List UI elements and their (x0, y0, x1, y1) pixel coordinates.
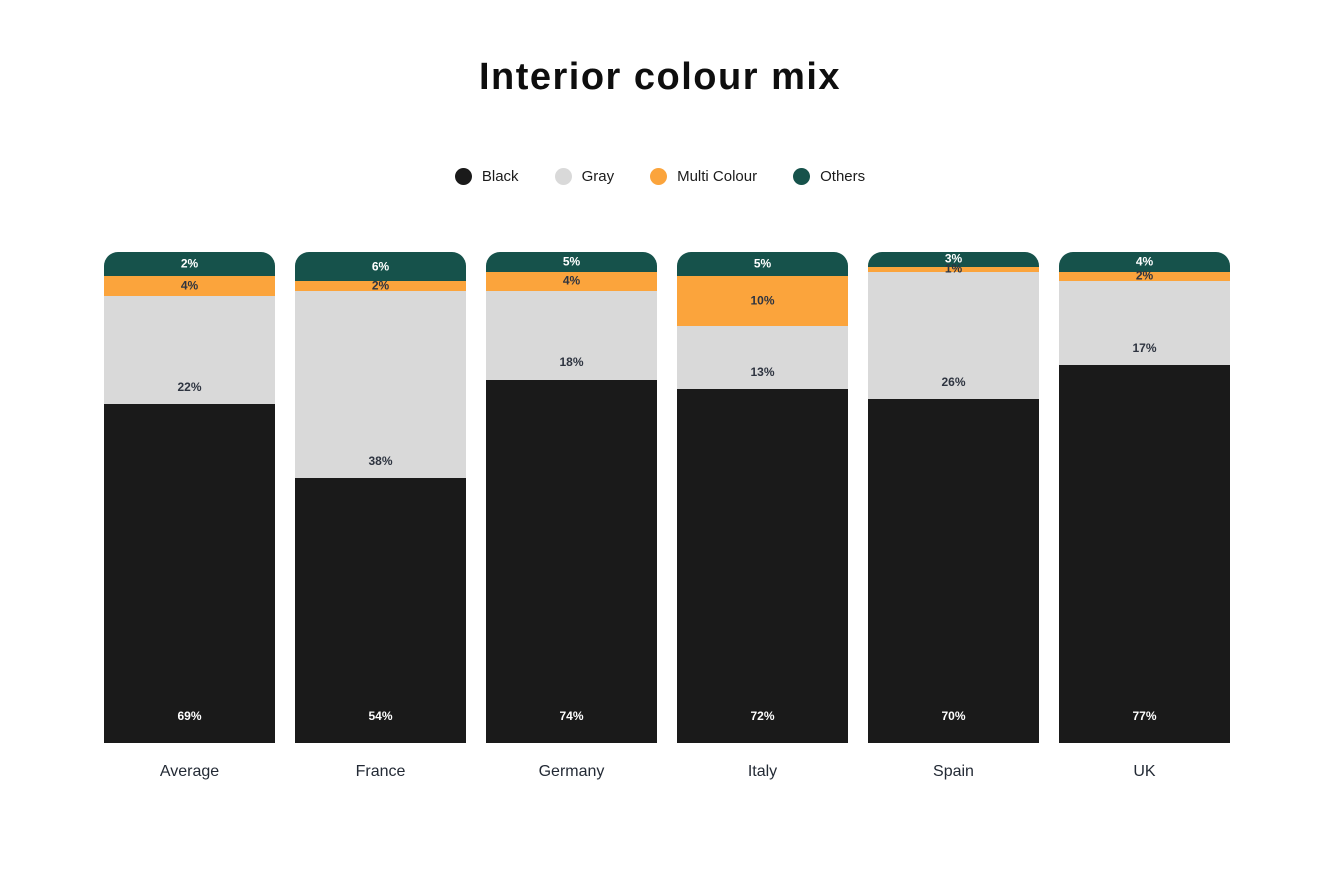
category-label-uk: UK (1133, 762, 1156, 780)
category-label-france: France (355, 762, 406, 780)
segment-gray-average: 22% (104, 296, 275, 405)
bar-italy: 5% 10% 13% 72% (677, 251, 848, 743)
segment-gray-germany: 18% (486, 291, 657, 380)
segment-value-label: 77% (1132, 708, 1157, 723)
segment-value-label: 5% (562, 254, 581, 269)
legend-label: Black (481, 167, 519, 185)
legend-swatch-icon (650, 167, 668, 185)
segment-value-label: 26% (941, 375, 966, 390)
bar-spain: 3% 1% 26% 70% (868, 251, 1039, 743)
bar-column-average: 2% 4% 22% 69% Average (104, 251, 275, 781)
segment-value-label: 69% (177, 708, 202, 723)
segment-value-label: 17% (1132, 340, 1157, 355)
segment-value-label: 5% (753, 256, 772, 271)
bar-france: 6% 2% 38% 54% (295, 251, 466, 743)
segment-others-uk: 4% (1059, 251, 1230, 272)
segment-black-italy: 72% (677, 389, 848, 743)
segment-gray-spain: 26% (868, 271, 1039, 400)
segment-gray-france: 38% (295, 291, 466, 478)
segment-value-label: 6% (371, 259, 390, 274)
segment-value-label: 2% (180, 256, 199, 271)
stacked-bar-chart: 2% 4% 22% 69% Average 6% 2% 38% 54% France 5% 4% 18%… (104, 251, 1230, 781)
segment-black-average: 69% (104, 404, 275, 743)
legend-item-others: Others (793, 167, 866, 185)
bar-germany: 5% 4% 18% 74% (486, 251, 657, 743)
category-label-germany: Germany (538, 762, 605, 780)
bar-column-italy: 5% 10% 13% 72% Italy (677, 251, 848, 781)
category-label-average: Average (159, 762, 220, 780)
segment-others-germany: 5% (486, 251, 657, 272)
segment-value-label: 38% (368, 453, 393, 468)
legend-label: Multi Colour (677, 167, 758, 185)
segment-value-label: 4% (562, 273, 581, 288)
segment-value-label: 72% (750, 708, 775, 723)
legend-item-black: Black (454, 167, 519, 185)
segment-value-label: 70% (941, 708, 966, 723)
segment-black-france: 54% (295, 477, 466, 743)
segment-multi-colour-uk: 2% (1059, 269, 1230, 283)
segment-multi-colour-average: 4% (104, 276, 275, 297)
segment-black-germany: 74% (486, 379, 657, 743)
segment-others-average: 2% (104, 251, 275, 277)
bar-column-france: 6% 2% 38% 54% France (295, 251, 466, 781)
segment-black-spain: 70% (868, 399, 1039, 743)
bar-uk: 4% 2% 17% 77% (1059, 251, 1230, 743)
legend-label: Gray (581, 167, 615, 185)
category-label-spain: Spain (933, 762, 974, 780)
bar-column-spain: 3% 1% 26% 70% Spain (868, 251, 1039, 781)
segment-multi-colour-germany: 4% (486, 271, 657, 292)
legend-item-gray: Gray (554, 167, 615, 185)
legend-swatch-icon (793, 167, 811, 185)
segment-others-italy: 5% (677, 251, 848, 277)
segment-black-uk: 77% (1059, 364, 1230, 743)
segment-multi-colour-france: 2% (295, 279, 466, 292)
segment-others-spain: 3% (868, 251, 1039, 267)
segment-others-france: 6% (295, 251, 466, 282)
legend-swatch-icon (454, 167, 472, 185)
legend-label: Others (820, 167, 866, 185)
segment-value-label: 10% (750, 293, 775, 308)
segment-gray-uk: 17% (1059, 281, 1230, 365)
legend-swatch-icon (554, 167, 572, 185)
segment-gray-italy: 13% (677, 325, 848, 390)
segment-value-label: 3% (944, 251, 963, 266)
bar-column-uk: 4% 2% 17% 77% UK (1059, 251, 1230, 781)
segment-value-label: 18% (559, 355, 584, 370)
bar-average: 2% 4% 22% 69% (104, 251, 275, 743)
segment-multi-colour-italy: 10% (677, 276, 848, 326)
legend-item-multi-colour: Multi Colour (650, 167, 758, 185)
category-label-italy: Italy (747, 762, 778, 780)
segment-value-label: 13% (750, 365, 775, 380)
bar-column-germany: 5% 4% 18% 74% Germany (486, 251, 657, 781)
segment-value-label: 22% (177, 379, 202, 394)
segment-value-label: 54% (368, 708, 393, 723)
segment-value-label: 4% (180, 278, 199, 293)
page-title: Interior colour mix (478, 56, 842, 98)
legend: Black Gray Multi Colour Others (0, 167, 1320, 185)
segment-value-label: 74% (559, 708, 584, 723)
segment-value-label: 4% (1135, 254, 1154, 269)
